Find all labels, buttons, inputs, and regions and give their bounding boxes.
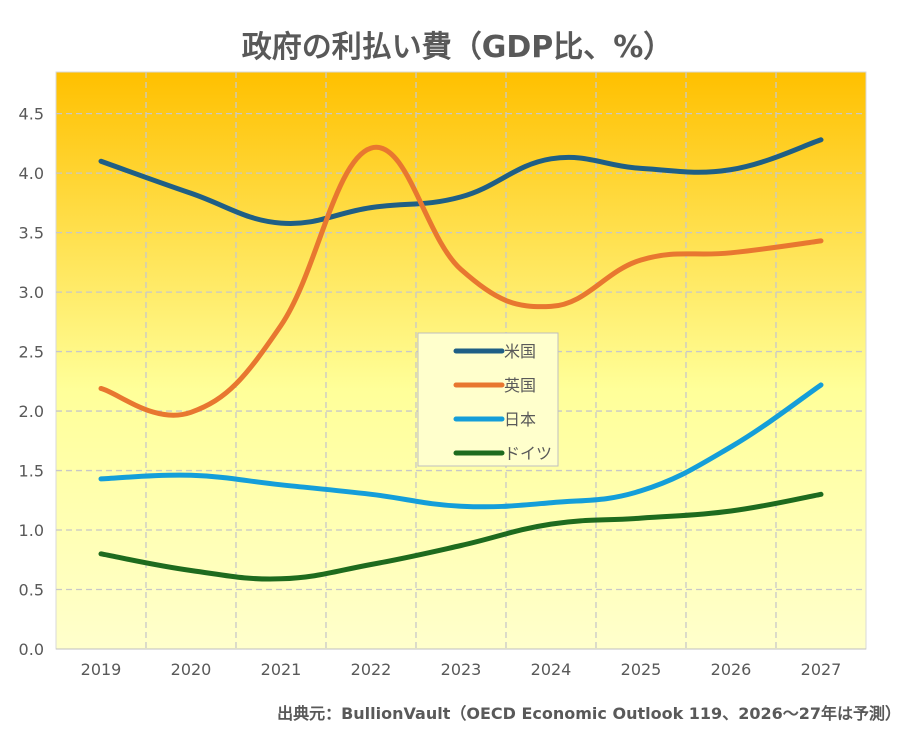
- x-tick-label: 2020: [171, 660, 212, 679]
- x-tick-label: 2025: [621, 660, 662, 679]
- y-tick-label: 4.0: [19, 164, 44, 183]
- x-tick-label: 2021: [261, 660, 302, 679]
- x-tick-label: 2027: [801, 660, 842, 679]
- y-tick-label: 1.5: [19, 462, 44, 481]
- x-tick-label: 2024: [531, 660, 572, 679]
- legend-label: 米国: [504, 342, 536, 361]
- series-lines: [98, 137, 824, 582]
- grid-lines: [56, 72, 866, 649]
- x-tick-label: 2026: [711, 660, 752, 679]
- y-tick-label: 2.5: [19, 343, 44, 362]
- y-tick-label: 0.0: [19, 640, 44, 659]
- y-tick-label: 1.0: [19, 521, 44, 540]
- y-tick-label: 0.5: [19, 581, 44, 600]
- y-tick-label: 3.0: [19, 283, 44, 302]
- axes: 0.0 0.5 1.0 1.5 2.0 2.5 3.0 3.5 4.0 4.5 2019 2020 20…: [19, 105, 866, 679]
- y-tick-label: 3.5: [19, 224, 44, 243]
- legend-label: 日本: [504, 410, 536, 429]
- series-line-2: [98, 382, 824, 510]
- series-line-0: [98, 137, 824, 226]
- chart-title: 政府の利払い費（GDP比、%）: [241, 30, 674, 65]
- legend-box: [417, 332, 559, 467]
- series-line-3: [98, 491, 824, 582]
- y-tick-label: 2.0: [19, 402, 44, 421]
- x-tick-label: 2019: [81, 660, 122, 679]
- legend-label: ドイツ: [504, 444, 552, 463]
- source-note: 出典元：BullionVault（OECD Economic Outlook 1…: [277, 704, 901, 723]
- y-tick-label: 4.5: [19, 105, 44, 124]
- x-tick-label: 2023: [441, 660, 482, 679]
- legend-label: 英国: [504, 376, 536, 395]
- x-tick-label: 2022: [351, 660, 392, 679]
- series-line-1: [98, 144, 824, 418]
